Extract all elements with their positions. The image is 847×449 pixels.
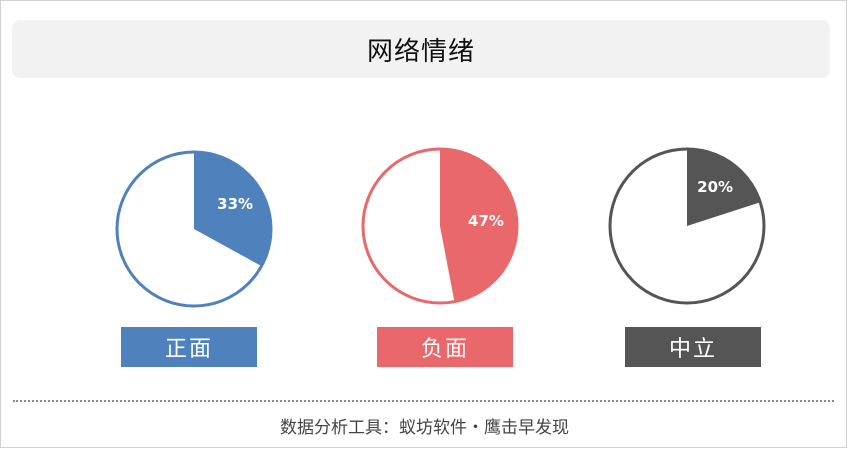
pie-outline-neutral: [608, 147, 766, 305]
pie-slice-positive: [194, 152, 272, 267]
pie-slice-neutral: [687, 149, 761, 226]
category-label-positive: 正面: [121, 327, 257, 367]
category-label-neutral: 中立: [625, 327, 761, 367]
chart-title: 网络情绪: [366, 36, 475, 67]
pie-outline-negative: [361, 147, 519, 305]
category-label-negative: 负面: [377, 327, 513, 367]
pie-percent-label-negative: 47%: [468, 212, 504, 230]
pie-outline-positive: [115, 150, 273, 308]
pie-positive: 33%: [115, 150, 273, 308]
footer-divider: [13, 400, 834, 402]
title-bar: 网络情绪: [12, 20, 830, 78]
pie-neutral: 20%: [608, 147, 766, 305]
pie-slice-negative: [440, 148, 518, 302]
footer-text: 数据分析工具：蚁坊软件・鹰击早发现: [280, 418, 569, 438]
pie-negative: 47%: [361, 147, 519, 305]
pie-percent-label-neutral: 20%: [697, 178, 733, 196]
pie-percent-label-positive: 33%: [217, 195, 253, 213]
